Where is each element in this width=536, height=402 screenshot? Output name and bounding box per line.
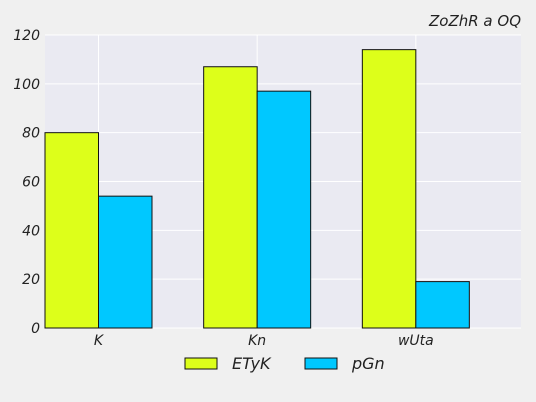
y-tick-label: 40 [22, 223, 40, 239]
bar-pGn-wUta [415, 281, 470, 329]
legend-swatch-pGn [304, 357, 338, 370]
y-tick-label: 20 [22, 272, 40, 288]
y-tick-label: 80 [22, 126, 40, 142]
bar-ETyK-K [44, 132, 99, 329]
y-axis: 0 20 40 60 80 100 120 [13, 28, 40, 337]
bar-ETyK-Kn [203, 66, 258, 329]
y-tick-label: 0 [31, 321, 40, 337]
bar-pGn-K [98, 195, 153, 329]
bars-group [44, 49, 470, 329]
y-tick-label: 120 [13, 28, 40, 44]
chart-title: ZoZhR a OQ [428, 12, 521, 30]
y-tick-label: 60 [22, 175, 40, 191]
bar-ETyK-wUta [361, 49, 417, 329]
legend-swatch-ETyK [184, 357, 218, 370]
x-axis: K Kn wUta [94, 333, 434, 349]
legend-label-pGn: pGn [351, 354, 385, 373]
y-tick-label: 100 [13, 77, 40, 93]
bar-pGn-Kn [256, 90, 312, 329]
legend: ETyK pGn [184, 354, 385, 373]
x-tick-label: wUta [398, 333, 434, 349]
legend-label-ETyK: ETyK [232, 354, 272, 373]
x-tick-label: Kn [248, 333, 266, 349]
x-tick-label: K [94, 333, 105, 349]
